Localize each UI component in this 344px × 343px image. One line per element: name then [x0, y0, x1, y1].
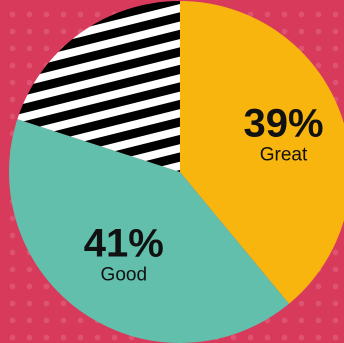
- slice-category-label-great: Great: [260, 145, 308, 166]
- pie-slice-great: [180, 1, 344, 304]
- slice-category-label-good: Good: [101, 265, 147, 286]
- slice-value-label-good: 41%: [84, 222, 164, 266]
- pie-slice-striped: [17, 1, 180, 172]
- pie-slice-good: [8, 119, 289, 343]
- slice-value-label-great: 39%: [243, 102, 323, 146]
